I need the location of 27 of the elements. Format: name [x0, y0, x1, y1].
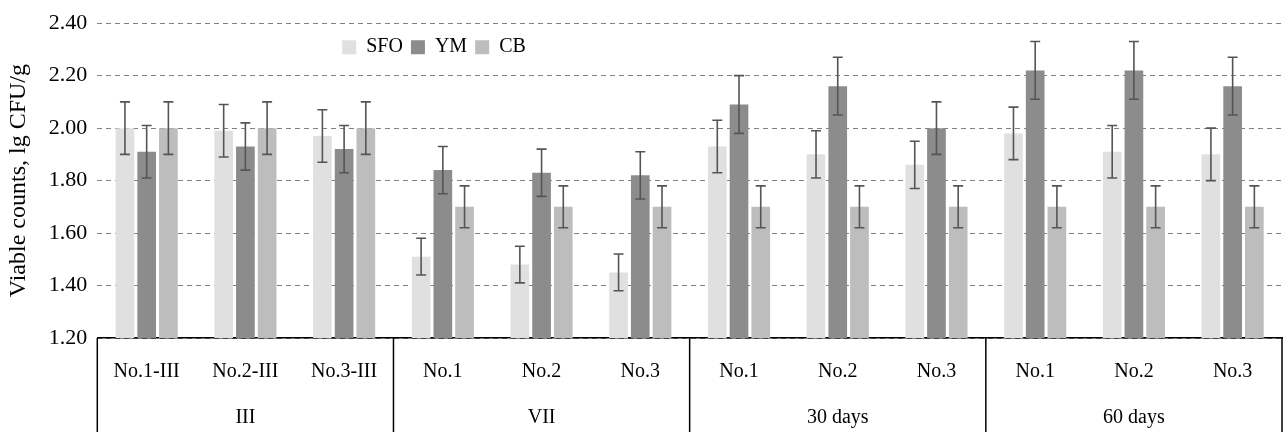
- y-tick-label: 1.40: [48, 271, 88, 297]
- y-axis-title: Viable counts, lg CFU/g: [3, 63, 30, 298]
- text: III: [235, 405, 256, 428]
- x-tick-label: No.2: [818, 359, 858, 382]
- legend-label: CB: [499, 34, 526, 57]
- y-tick-label: 1.80: [48, 166, 88, 192]
- y-tick-label: 2.40: [48, 8, 88, 34]
- x-tick-label: No.3: [620, 359, 661, 382]
- x-tick-label: No.3: [916, 359, 957, 382]
- legend-label: SFO: [366, 34, 403, 57]
- y-tick-label: 1.60: [48, 218, 88, 244]
- text: 60 days: [1103, 405, 1165, 429]
- x-tick-label: No.3: [1212, 359, 1253, 382]
- x-tick-label: No.1: [719, 359, 759, 382]
- y-tick-label: 1.20: [48, 323, 88, 349]
- text: VII: [527, 405, 556, 428]
- x-tick-label: No.1: [423, 359, 463, 382]
- y-tick-label: 2.20: [48, 61, 88, 87]
- x-tick-label: No.2: [1114, 359, 1154, 382]
- y-tick-label: 2.00: [48, 113, 88, 139]
- text: 30 days: [806, 405, 869, 429]
- x-tick-label: No.3-III: [311, 359, 378, 382]
- legend-label: YM: [434, 34, 468, 57]
- x-tick-label: No.2-III: [212, 359, 279, 382]
- x-tick-label: No.1-III: [113, 359, 180, 382]
- x-tick-label: No.2: [521, 359, 562, 382]
- x-tick-label: No.1: [1015, 359, 1055, 382]
